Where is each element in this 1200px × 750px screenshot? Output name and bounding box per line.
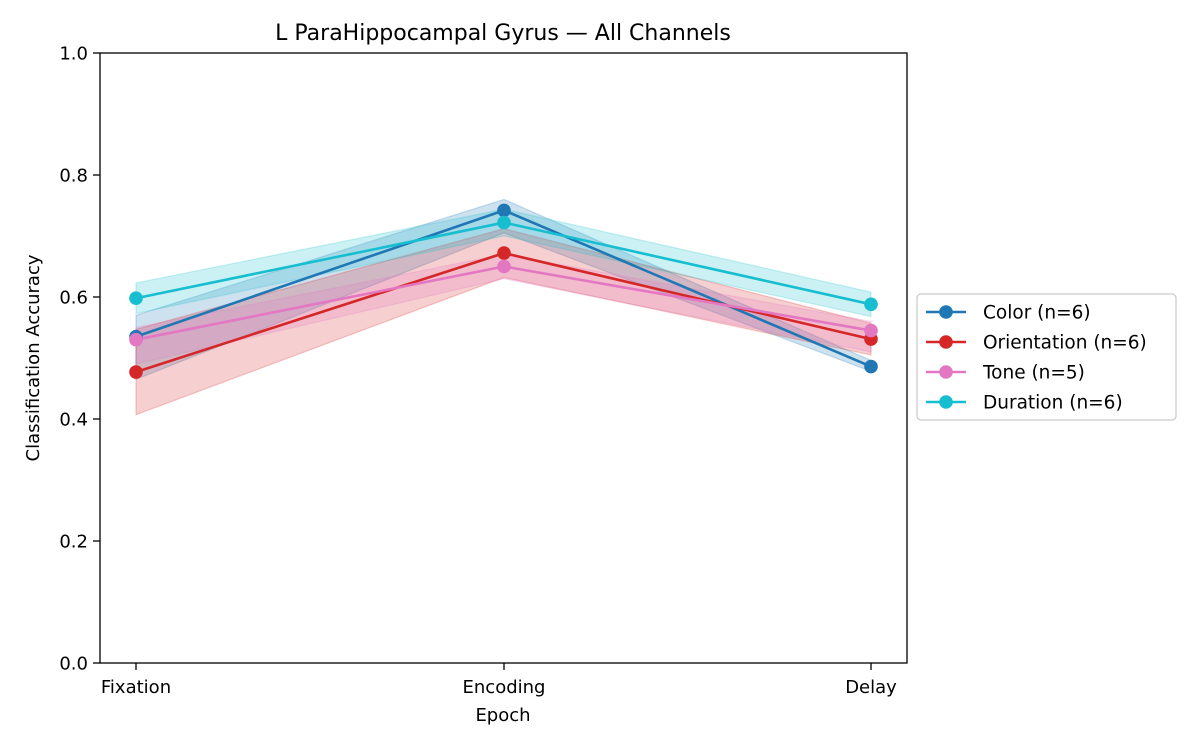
y-tick-label: 0.8 <box>59 166 88 187</box>
confidence-bands <box>135 198 872 416</box>
x-axis: Fixation Encoding Delay <box>101 663 897 698</box>
legend-label: Tone (n=5) <box>982 363 1085 384</box>
y-tick-label: 0.0 <box>59 654 88 675</box>
orientation-legend-marker <box>939 335 953 349</box>
chart-title: L ParaHippocampal Gyrus — All Channels <box>275 21 731 46</box>
orientation-point <box>497 246 511 260</box>
legend-entry-tone: Tone (n=5) <box>926 363 1085 384</box>
legend-items: Color (n=6) Orientation (n=6) Tone (n=5) Du… <box>926 303 1147 414</box>
y-axis: 0.0 0.2 0.4 0.6 0.8 1.0 <box>59 44 100 675</box>
legend-entry-color: Color (n=6) <box>926 303 1091 324</box>
x-tick-label: Delay <box>845 677 897 698</box>
tone-point <box>864 323 878 338</box>
legend-entry-orientation: Orientation (n=6) <box>926 333 1147 354</box>
y-tick-label: 1.0 <box>59 44 88 65</box>
duration-legend-marker <box>939 395 953 409</box>
color-point <box>864 359 878 374</box>
series-points <box>129 203 878 379</box>
y-tick-label: 0.4 <box>59 410 88 431</box>
legend-label: Orientation (n=6) <box>983 333 1147 354</box>
legend-label: Color (n=6) <box>983 303 1091 324</box>
orientation-point <box>129 365 143 379</box>
legend-entry-duration: Duration (n=6) <box>926 393 1123 414</box>
tone-point <box>129 332 143 347</box>
y-tick-label: 0.2 <box>59 532 88 553</box>
legend: Color (n=6) Orientation (n=6) Tone (n=5) Du… <box>916 293 1177 421</box>
legend-box <box>916 293 1177 421</box>
y-axis-title: Classification Accuracy <box>23 254 44 461</box>
x-axis-title: Epoch <box>475 705 530 726</box>
color-point <box>497 203 511 218</box>
duration-point <box>497 215 511 230</box>
x-tick-label: Fixation <box>101 677 171 698</box>
duration-point <box>864 297 878 312</box>
tone-point <box>497 259 511 274</box>
legend-label: Duration (n=6) <box>983 393 1123 414</box>
y-tick-label: 0.6 <box>59 288 88 309</box>
duration-point <box>129 291 143 306</box>
tone-legend-marker <box>939 365 953 379</box>
color-legend-marker <box>939 305 953 319</box>
x-tick-label: Encoding <box>463 677 546 698</box>
